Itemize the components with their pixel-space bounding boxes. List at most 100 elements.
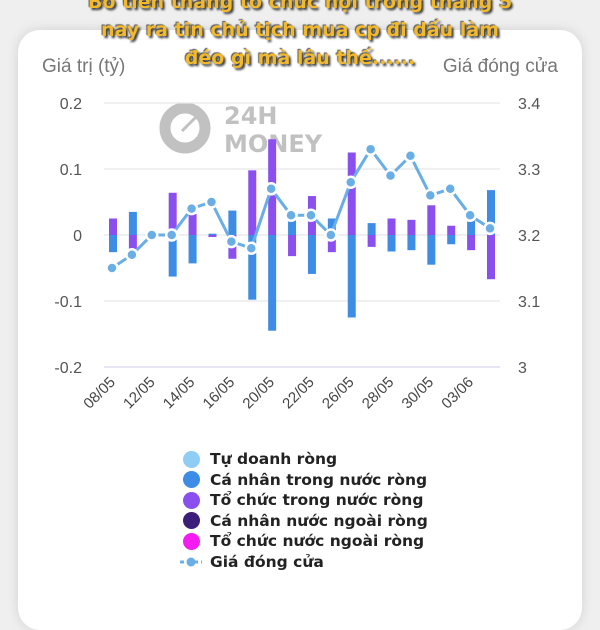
price-point [284, 208, 298, 222]
x-tick-label: 20/05 [239, 374, 278, 413]
legend-dot-icon [183, 471, 200, 489]
price-point [324, 228, 338, 242]
bar-cá-nhân-trong-nước-ròng [128, 211, 137, 235]
bar-cá-nhân-trong-nước-ròng [447, 235, 456, 245]
x-tick-label: 03/06 [438, 374, 477, 413]
left-tick-label: 0 [73, 228, 82, 245]
x-tick-label: 12/05 [120, 374, 159, 413]
legend-label: Cá nhân nước ngoài ròng [210, 511, 428, 530]
bar-tổ-chức-trong-nước-ròng [188, 213, 197, 235]
bar-cá-nhân-trong-nước-ròng [387, 235, 396, 252]
legend-label: Giá đóng cửa [210, 552, 324, 571]
line-marker-icon [180, 553, 202, 570]
right-tick-label: 3.2 [518, 228, 540, 245]
x-tick-label: 16/05 [200, 374, 239, 413]
bar-cá-nhân-trong-nước-ròng [367, 223, 376, 235]
legend-item[interactable]: Tự doanh ròng [183, 449, 428, 470]
bar-cá-nhân-trong-nước-ròng [248, 235, 257, 300]
price-point [145, 228, 159, 242]
legend-item[interactable]: Cá nhân trong nước ròng [183, 470, 428, 491]
bar-cá-nhân-trong-nước-ròng [109, 235, 117, 253]
bar-tổ-chức-trong-nước-ròng [387, 218, 396, 235]
chart-svg: 24HMONEY 0.2 3.4 0.1 3.3 0 3.2 -0.1 3.1 -0.2 3 08/0… [54, 96, 540, 413]
bar-cá-nhân-trong-nước-ròng [228, 210, 237, 235]
right-axis-title: Giá đóng cửa [442, 56, 558, 77]
price-point [304, 208, 318, 222]
legend-label: Tổ chức nước ngoài ròng [210, 532, 425, 551]
bar-tổ-chức-trong-nước-ròng [248, 170, 257, 235]
bar-tổ-chức-trong-nước-ròng [168, 192, 177, 235]
legend-label: Tự doanh ròng [210, 450, 338, 469]
chart-card [18, 30, 582, 630]
bar-cá-nhân-trong-nước-ròng [307, 235, 316, 274]
price-point [403, 149, 418, 163]
right-tick-label: 3.3 [518, 162, 540, 179]
legend-item[interactable]: Cá nhân nước ngoài ròng [183, 511, 428, 532]
legend-dot-icon [183, 450, 200, 468]
bar-tổ-chức-trong-nước-ròng [347, 152, 356, 235]
legend-dot-icon [183, 512, 200, 530]
price-point [105, 261, 119, 275]
bar-tổ-chức-trong-nước-ròng [128, 235, 137, 250]
right-tick-label: 3 [518, 360, 527, 377]
x-tick-label: 22/05 [279, 374, 318, 413]
bar-cá-nhân-trong-nước-ròng [467, 220, 476, 235]
price-point [443, 182, 457, 196]
bar-tổ-chức-trong-nước-ròng [487, 235, 495, 280]
caption-overlay: Bỏ tiền tháng tổ chức hội trong tháng 5 … [87, 0, 513, 69]
legend-label: Cá nhân trong nước ròng [210, 470, 428, 489]
legend-dot-icon [183, 491, 200, 509]
bar-tổ-chức-trong-nước-ròng [288, 235, 297, 257]
price-point [125, 248, 139, 262]
price-point [343, 175, 358, 189]
price-point [244, 241, 259, 255]
watermark-text-24h: 24H [224, 102, 277, 130]
price-point [483, 221, 497, 236]
left-tick-label: 0.1 [60, 162, 82, 179]
price-point [184, 201, 199, 216]
price-point [204, 195, 219, 209]
watermark-arrow-icon [180, 115, 198, 133]
bar-tổ-chức-trong-nước-ròng [327, 235, 336, 253]
x-tick-label: 14/05 [160, 374, 199, 413]
legend-item[interactable]: Tổ chức nước ngoài ròng [183, 531, 428, 552]
legend-item[interactable]: Giá đóng cửa [180, 552, 428, 573]
bar-cá-nhân-trong-nước-ròng [347, 235, 356, 318]
bar-tổ-chức-trong-nước-ròng [367, 235, 376, 247]
left-tick-label: 0.2 [60, 96, 82, 113]
bar-cá-nhân-trong-nước-ròng [487, 190, 495, 235]
bar-cá-nhân-trong-nước-ròng [427, 235, 436, 265]
price-point [164, 228, 179, 242]
bar-tổ-chức-trong-nước-ròng [208, 235, 217, 237]
x-tick-label: 26/05 [319, 374, 358, 413]
price-point [363, 142, 378, 156]
bar-tổ-chức-trong-nước-ròng [109, 218, 117, 235]
legend-dot-icon [183, 532, 200, 550]
bar-tổ-chức-trong-nước-ròng [407, 219, 416, 235]
legend-label: Tổ chức trong nước ròng [210, 491, 424, 510]
left-axis-title: Giá trị (tỷ) [42, 56, 126, 77]
price-point [383, 168, 398, 183]
bar-tổ-chức-trong-nước-ròng [447, 225, 456, 235]
watermark-ring-icon [159, 102, 211, 154]
price-point [463, 208, 477, 222]
bar-cá-nhân-trong-nước-ròng [288, 220, 297, 235]
legend-item[interactable]: Tổ chức trong nước ròng [183, 490, 428, 511]
bar-cá-nhân-trong-nước-ròng [188, 235, 197, 264]
price-point [224, 234, 239, 249]
right-tick-label: 3.1 [518, 294, 540, 311]
legend: Tự doanh ròng Cá nhân trong nước ròng Tổ c… [180, 449, 428, 573]
x-tick-label: 30/05 [399, 374, 438, 413]
right-tick-label: 3.4 [518, 96, 540, 113]
x-tick-label: 08/05 [80, 374, 119, 413]
bar-tổ-chức-trong-nước-ròng [467, 235, 476, 251]
bar-tổ-chức-trong-nước-ròng [427, 205, 436, 235]
left-tick-label: -0.1 [54, 294, 82, 311]
bar-cá-nhân-trong-nước-ròng [327, 218, 336, 235]
bar-cá-nhân-trong-nước-ròng [268, 235, 277, 331]
price-point [423, 188, 438, 203]
bar-cá-nhân-trong-nước-ròng [208, 233, 217, 235]
x-tick-label: 28/05 [359, 374, 398, 413]
watermark-logo: 24HMONEY [159, 102, 323, 158]
price-point [264, 182, 278, 196]
